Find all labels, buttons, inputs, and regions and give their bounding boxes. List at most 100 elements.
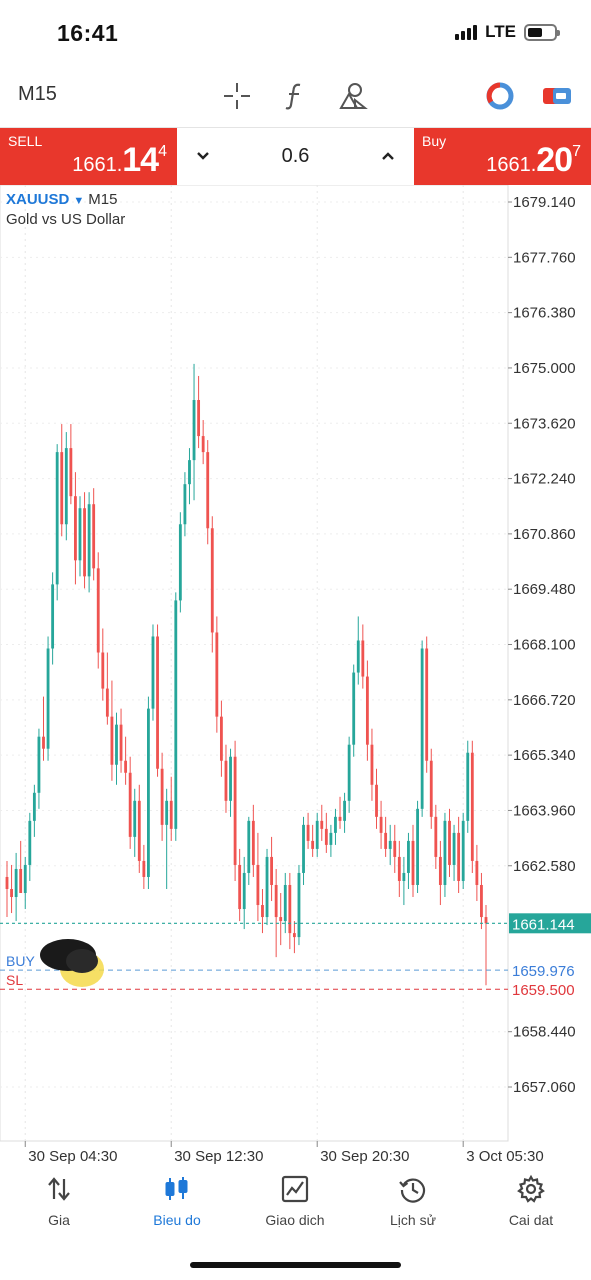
y-tick-label: 1673.620	[513, 415, 576, 432]
candle-bull	[55, 452, 59, 585]
x-tick-label: 30 Sep 04:30	[28, 1148, 117, 1165]
status-indicators: LTE	[455, 22, 560, 42]
nav-label-trade: Giao dich	[265, 1212, 325, 1228]
y-tick-label: 1679.140	[513, 194, 576, 211]
y-tick-label: 1666.720	[513, 692, 576, 709]
current-price-label: 1661.144	[512, 916, 575, 933]
function-icon[interactable]	[279, 80, 311, 112]
candle-bear	[19, 868, 23, 894]
buy-order-label: BUY	[6, 953, 35, 969]
sell-price-sup: 4	[158, 143, 167, 160]
y-tick-label: 1669.480	[513, 581, 576, 598]
candle-bull	[407, 840, 410, 873]
candle-bull	[188, 460, 191, 485]
candle-bull	[347, 744, 351, 801]
candle-bull	[87, 504, 91, 577]
candle-bear	[484, 917, 488, 924]
y-tick-label: 1676.380	[513, 305, 576, 322]
candle-bear	[92, 504, 96, 569]
candle-bull	[352, 672, 356, 745]
chart-icon	[165, 1177, 188, 1200]
candle-bear	[375, 784, 378, 817]
crosshair-icon[interactable]	[221, 80, 253, 112]
symbol-name[interactable]: XAUUSD	[6, 191, 70, 208]
chevron-down-icon[interactable]	[193, 146, 213, 166]
candle-bull	[46, 648, 50, 749]
indicator-ring-icon[interactable]	[484, 80, 516, 112]
buy-price-sup: 7	[572, 143, 581, 160]
volume-value[interactable]: 0.6	[281, 145, 310, 167]
candle-bear	[361, 640, 365, 677]
symbol-dropdown-icon[interactable]: ▼	[73, 195, 85, 207]
candle-bear	[288, 884, 292, 934]
nav-item-settings[interactable]: Cai dat	[472, 1174, 590, 1244]
quotes-icon	[48, 1177, 70, 1201]
candle-bear	[251, 820, 255, 865]
candle-bull	[165, 800, 169, 825]
candle-bear	[324, 828, 328, 845]
candle-bull	[37, 736, 41, 793]
candle-bull	[315, 820, 319, 849]
candle-bear	[292, 933, 296, 938]
nav-item-history[interactable]: Lịch sử	[354, 1174, 472, 1244]
candle-bear	[261, 905, 264, 918]
buy-button[interactable]: Buy 1661.207	[414, 128, 591, 185]
y-tick-label: 1665.340	[513, 747, 576, 764]
candle-bear	[448, 820, 451, 865]
sell-price-big: 14	[122, 141, 159, 179]
candle-bear	[384, 832, 388, 849]
candle-bull	[229, 756, 232, 801]
nav-item-trade[interactable]: Giao dich	[236, 1174, 354, 1244]
candle-bear	[338, 816, 342, 821]
chart-area[interactable]: 1679.140 1677.760 1676.380 1675.000 1673.620…	[0, 185, 591, 1168]
symbol-timeframe: M15	[88, 191, 118, 208]
y-tick-label: 1675.000	[513, 360, 576, 377]
candle-bear	[470, 752, 474, 861]
nav-item-quotes[interactable]: Gia	[0, 1174, 118, 1244]
signal-icon	[455, 24, 478, 40]
candle-bull	[174, 600, 178, 829]
candle-bull	[283, 884, 287, 922]
candle-bear	[306, 824, 310, 841]
candle-bear	[233, 756, 237, 865]
candle-bear	[105, 688, 109, 717]
candle-bear	[279, 917, 283, 922]
candle-bull	[297, 872, 301, 938]
candle-bear	[425, 648, 429, 761]
trade-icon	[281, 1175, 309, 1203]
sell-price: 1661.144	[72, 141, 167, 180]
candle-bear	[206, 452, 210, 529]
buy-price-big: 20	[536, 141, 573, 179]
candle-bull	[147, 708, 150, 877]
candle-bull	[78, 508, 82, 561]
candle-bear	[379, 816, 383, 833]
candle-bull	[343, 800, 346, 821]
buy-price-prefix: 1661.	[486, 154, 537, 176]
candle-bull	[28, 820, 32, 865]
candle-bear	[160, 768, 164, 825]
objects-icon[interactable]	[337, 80, 369, 112]
candle-bear	[370, 744, 374, 785]
x-tick-label: 30 Sep 12:30	[174, 1148, 263, 1165]
price-chart[interactable]: 1679.140 1677.760 1676.380 1675.000 1673.620…	[0, 185, 591, 1168]
timeframe-button[interactable]: M15	[18, 83, 57, 105]
buy-label: Buy	[422, 133, 447, 149]
candle-bull	[64, 448, 68, 525]
candle-bull	[420, 648, 424, 809]
candle-bear	[215, 632, 219, 717]
candle-bear	[169, 800, 173, 829]
candle-bull	[302, 824, 305, 873]
candle-bear	[397, 856, 401, 881]
nav-item-chart[interactable]: Bieu do	[118, 1174, 236, 1244]
candle-bear	[83, 508, 86, 577]
candle-bear	[311, 840, 315, 849]
chevron-up-icon[interactable]	[378, 146, 398, 166]
sell-button[interactable]: SELL 1661.144	[0, 128, 177, 185]
current-price-tag	[509, 913, 591, 934]
trade-toggle-icon[interactable]	[541, 80, 573, 112]
candle-bear	[429, 760, 433, 817]
candle-bull	[402, 872, 406, 881]
candle-bear	[480, 884, 483, 918]
sell-label: SELL	[8, 133, 43, 149]
